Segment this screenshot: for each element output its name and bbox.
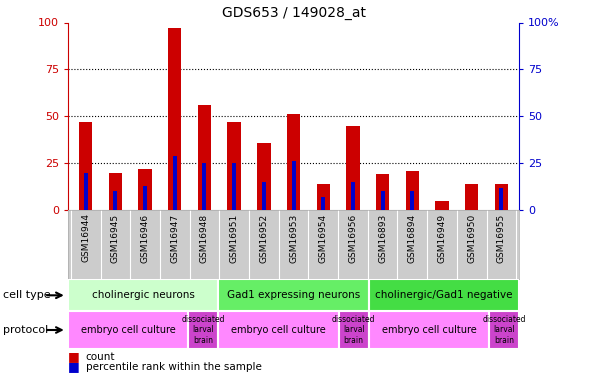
Text: cholinergic/Gad1 negative: cholinergic/Gad1 negative	[375, 290, 513, 300]
Bar	[168, 28, 182, 210]
Bar	[369, 279, 519, 311]
Text: cell type: cell type	[3, 290, 51, 300]
Text: GSM16955: GSM16955	[497, 213, 506, 263]
Text: protocol: protocol	[3, 325, 48, 335]
Bar	[262, 182, 266, 210]
Text: GSM16944: GSM16944	[81, 213, 90, 262]
Bar	[317, 184, 330, 210]
Bar	[369, 311, 489, 349]
Text: embryo cell culture: embryo cell culture	[231, 325, 326, 335]
Bar	[84, 172, 88, 210]
Bar	[173, 156, 177, 210]
Bar	[68, 279, 218, 311]
Bar	[321, 197, 325, 210]
Bar	[351, 182, 355, 210]
Text: GSM16952: GSM16952	[260, 213, 268, 262]
Bar	[79, 122, 93, 210]
Text: GSM16893: GSM16893	[378, 213, 387, 263]
Text: GSM16956: GSM16956	[349, 213, 358, 263]
Bar	[228, 122, 241, 210]
Text: GSM16950: GSM16950	[467, 213, 476, 263]
Bar	[113, 191, 117, 210]
Bar	[376, 174, 389, 210]
Bar	[346, 126, 359, 210]
Bar	[188, 311, 218, 349]
Bar	[489, 311, 519, 349]
Bar	[435, 201, 448, 210]
Bar	[143, 186, 147, 210]
Bar	[257, 142, 270, 210]
Bar	[291, 161, 296, 210]
Text: embryo cell culture: embryo cell culture	[382, 325, 476, 335]
Bar	[218, 279, 369, 311]
Bar	[465, 184, 478, 210]
Text: GSM16951: GSM16951	[230, 213, 238, 263]
Text: dissociated
larval
brain: dissociated larval brain	[182, 315, 225, 345]
Text: GSM16954: GSM16954	[319, 213, 327, 262]
Bar	[109, 172, 122, 210]
Bar	[405, 171, 419, 210]
Bar	[198, 105, 211, 210]
Text: GSM16946: GSM16946	[140, 213, 149, 262]
Text: GSM16953: GSM16953	[289, 213, 298, 263]
Text: GSM16949: GSM16949	[438, 213, 447, 262]
Text: dissociated
larval
brain: dissociated larval brain	[332, 315, 375, 345]
Bar	[339, 311, 369, 349]
Text: GSM16947: GSM16947	[171, 213, 179, 262]
Bar	[218, 311, 339, 349]
Bar	[139, 169, 152, 210]
Bar	[232, 163, 236, 210]
Bar	[381, 191, 385, 210]
Text: count: count	[86, 352, 115, 362]
Bar	[499, 188, 503, 210]
Text: embryo cell culture: embryo cell culture	[81, 325, 175, 335]
Text: ■: ■	[68, 360, 80, 373]
Text: GSM16894: GSM16894	[408, 213, 417, 262]
Text: GSM16948: GSM16948	[200, 213, 209, 262]
Text: ■: ■	[68, 351, 80, 363]
Text: Gad1 expressing neurons: Gad1 expressing neurons	[227, 290, 360, 300]
Text: dissociated
larval
brain: dissociated larval brain	[483, 315, 526, 345]
Bar	[287, 114, 300, 210]
Bar	[410, 191, 414, 210]
Text: cholinergic neurons: cholinergic neurons	[91, 290, 195, 300]
Title: GDS653 / 149028_at: GDS653 / 149028_at	[221, 6, 366, 20]
Text: GSM16945: GSM16945	[111, 213, 120, 262]
Bar	[494, 184, 508, 210]
Bar	[68, 311, 188, 349]
Text: percentile rank within the sample: percentile rank within the sample	[86, 362, 261, 372]
Bar	[202, 163, 206, 210]
